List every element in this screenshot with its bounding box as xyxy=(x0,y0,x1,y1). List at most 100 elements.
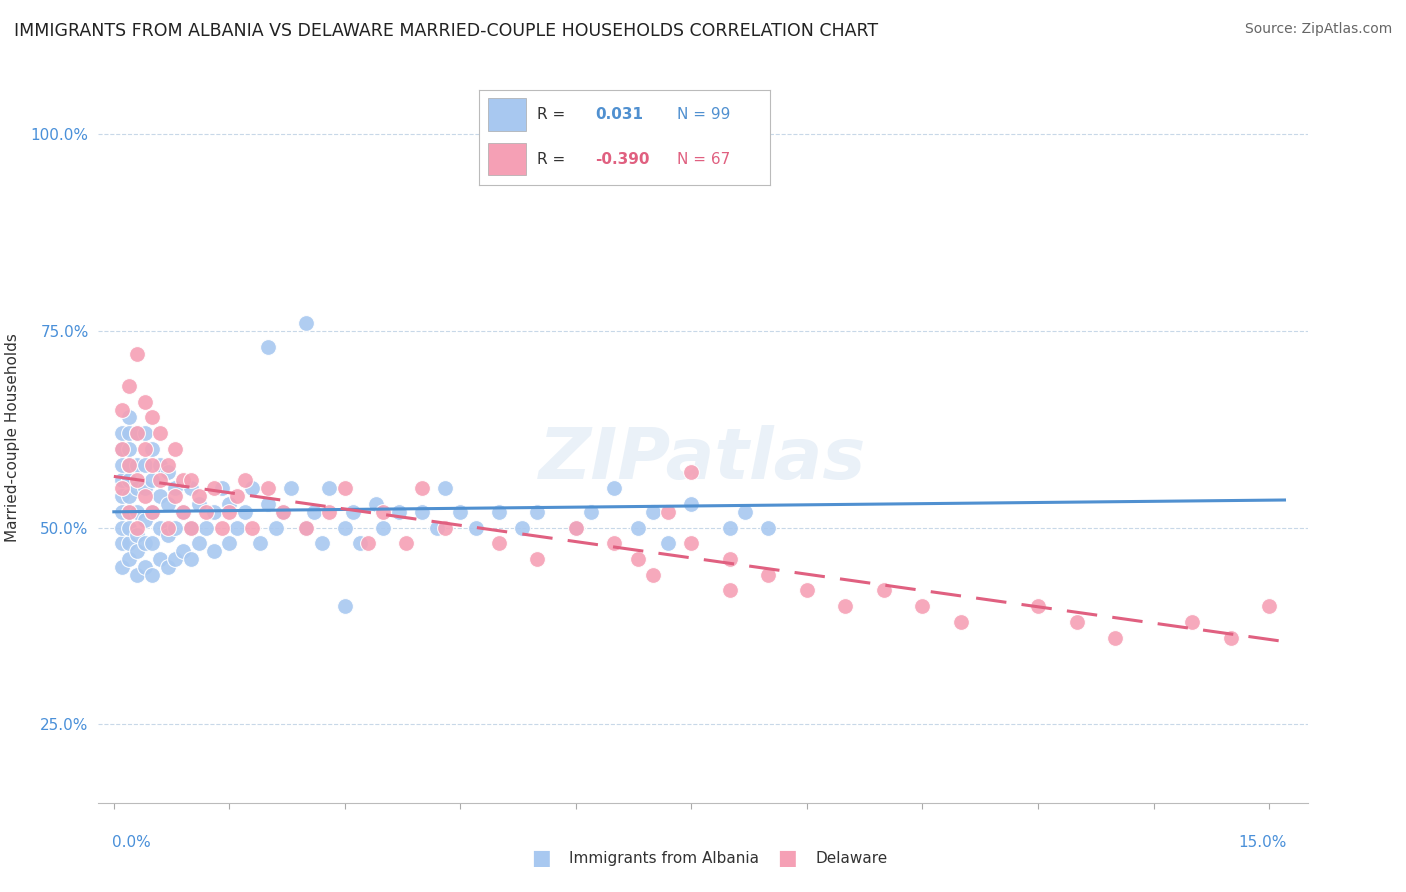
Point xyxy=(118,442,141,456)
Point xyxy=(488,505,510,519)
Point xyxy=(118,505,141,519)
Point xyxy=(411,505,433,519)
Point xyxy=(302,505,325,519)
Point xyxy=(134,458,156,472)
Point xyxy=(125,481,148,495)
Point xyxy=(125,505,148,519)
Point xyxy=(226,489,249,503)
Point xyxy=(156,559,179,574)
Point xyxy=(257,497,280,511)
Point xyxy=(333,520,356,534)
Point xyxy=(125,426,148,441)
Point xyxy=(202,505,225,519)
Point xyxy=(134,536,156,550)
Point xyxy=(565,520,588,534)
Point xyxy=(156,466,179,480)
Point xyxy=(834,599,856,614)
Point xyxy=(149,520,172,534)
Point xyxy=(718,583,741,598)
Point xyxy=(125,426,148,441)
Point xyxy=(264,520,287,534)
Point xyxy=(681,536,703,550)
Point xyxy=(118,489,141,503)
Point xyxy=(110,481,132,495)
Point xyxy=(149,552,172,566)
Point xyxy=(318,505,340,519)
Point xyxy=(226,520,249,534)
Point xyxy=(464,520,486,534)
Point xyxy=(242,520,264,534)
Point xyxy=(1181,615,1204,629)
Point xyxy=(141,505,163,519)
Point xyxy=(911,599,934,614)
Point xyxy=(1104,631,1126,645)
Point xyxy=(758,567,780,582)
Point xyxy=(110,505,132,519)
Point xyxy=(1258,599,1281,614)
Point xyxy=(180,520,202,534)
Point xyxy=(271,505,294,519)
Point xyxy=(125,347,148,361)
Point xyxy=(134,489,156,503)
Point xyxy=(295,520,318,534)
Point xyxy=(118,458,141,472)
Point xyxy=(149,473,172,487)
Point xyxy=(165,489,187,503)
Point xyxy=(603,536,626,550)
Point xyxy=(373,505,395,519)
Point xyxy=(233,505,256,519)
Point xyxy=(718,520,741,534)
Point xyxy=(125,473,148,487)
Point xyxy=(118,426,141,441)
Point xyxy=(110,458,132,472)
Point xyxy=(125,458,148,472)
Point xyxy=(156,458,179,472)
Point xyxy=(373,520,395,534)
Point xyxy=(118,552,141,566)
Point xyxy=(125,528,148,542)
Point xyxy=(526,552,548,566)
Point xyxy=(242,481,264,495)
Point xyxy=(218,497,240,511)
Point xyxy=(156,497,179,511)
Point xyxy=(257,481,280,495)
Point xyxy=(134,442,156,456)
Point xyxy=(165,481,187,495)
Point xyxy=(657,536,679,550)
Point xyxy=(180,481,202,495)
Point xyxy=(1066,615,1088,629)
Point xyxy=(426,520,449,534)
Point xyxy=(187,489,209,503)
Point xyxy=(202,481,225,495)
Point xyxy=(134,394,156,409)
Point xyxy=(295,316,318,330)
Point xyxy=(110,520,132,534)
Point xyxy=(141,473,163,487)
Point xyxy=(118,536,141,550)
Point xyxy=(134,426,156,441)
Point xyxy=(333,481,356,495)
Text: ■: ■ xyxy=(531,848,551,868)
Point xyxy=(134,513,156,527)
Point xyxy=(172,473,194,487)
Point xyxy=(165,552,187,566)
Point xyxy=(149,426,172,441)
Point xyxy=(141,567,163,582)
Point xyxy=(165,520,187,534)
Text: Immigrants from Albania: Immigrants from Albania xyxy=(569,851,759,865)
Point xyxy=(233,473,256,487)
Text: 0.0%: 0.0% xyxy=(112,836,152,850)
Point xyxy=(180,552,202,566)
Point xyxy=(110,536,132,550)
Point xyxy=(657,505,679,519)
Point xyxy=(195,505,218,519)
Point xyxy=(118,520,141,534)
Point xyxy=(141,442,163,456)
Point xyxy=(873,583,896,598)
Text: ■: ■ xyxy=(778,848,797,868)
Point xyxy=(311,536,333,550)
Point xyxy=(156,520,179,534)
Point xyxy=(510,520,533,534)
Point xyxy=(141,536,163,550)
Point xyxy=(257,340,280,354)
